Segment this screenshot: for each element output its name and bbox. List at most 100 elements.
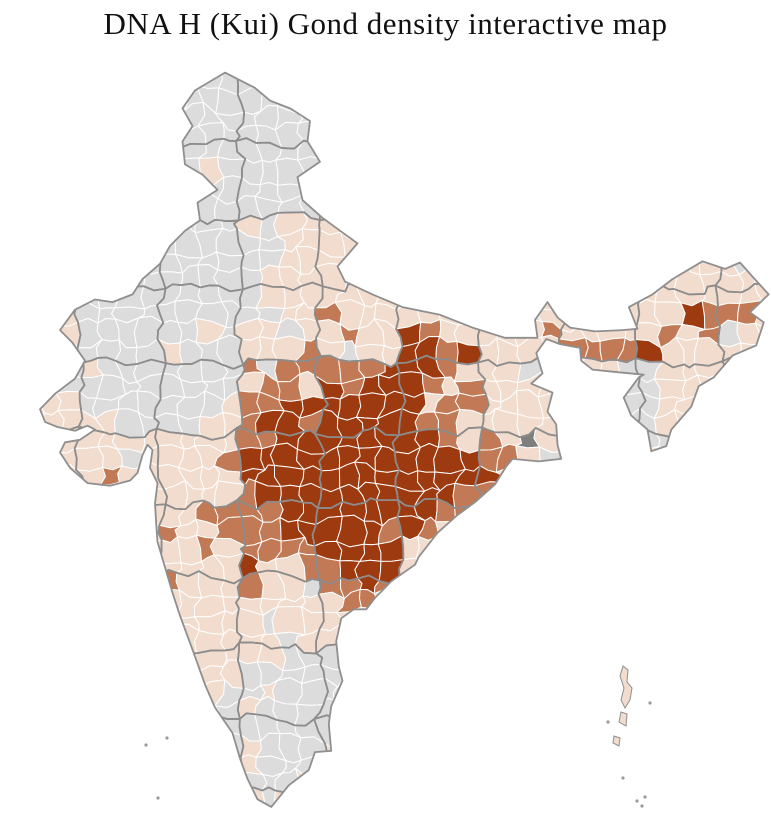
- district[interactable]: [133, 804, 165, 813]
- district[interactable]: [40, 793, 65, 810]
- district[interactable]: [63, 806, 80, 813]
- district[interactable]: [220, 803, 244, 813]
- district[interactable]: [434, 767, 463, 800]
- district[interactable]: [738, 461, 767, 488]
- district[interactable]: [0, 322, 25, 346]
- district[interactable]: [123, 266, 146, 288]
- district[interactable]: [199, 758, 220, 779]
- district[interactable]: [15, 731, 44, 761]
- district[interactable]: [600, 53, 624, 78]
- district[interactable]: [718, 647, 742, 668]
- district[interactable]: [414, 50, 442, 79]
- district[interactable]: [120, 540, 144, 560]
- district[interactable]: [401, 77, 420, 95]
- district[interactable]: [561, 106, 588, 129]
- district[interactable]: [96, 722, 122, 743]
- district[interactable]: [717, 623, 745, 652]
- district[interactable]: [600, 697, 618, 724]
- district[interactable]: [38, 317, 63, 345]
- district[interactable]: [156, 105, 185, 130]
- district[interactable]: [375, 119, 403, 149]
- district[interactable]: [33, 506, 65, 527]
- district[interactable]: [761, 451, 771, 470]
- district[interactable]: [58, 746, 81, 778]
- district[interactable]: [479, 55, 504, 77]
- district[interactable]: [77, 515, 99, 540]
- district[interactable]: [0, 192, 16, 222]
- district[interactable]: [18, 700, 39, 721]
- district[interactable]: [96, 787, 123, 813]
- district[interactable]: [499, 572, 526, 602]
- district[interactable]: [753, 608, 771, 634]
- district[interactable]: [114, 643, 144, 670]
- district[interactable]: [75, 608, 105, 633]
- district[interactable]: [676, 484, 704, 507]
- district[interactable]: [116, 572, 144, 600]
- district[interactable]: [317, 178, 348, 203]
- district[interactable]: [738, 178, 762, 202]
- district[interactable]: [395, 250, 425, 273]
- district[interactable]: [577, 627, 596, 647]
- district[interactable]: [599, 678, 620, 706]
- district[interactable]: [317, 120, 347, 143]
- district[interactable]: [598, 157, 624, 187]
- district[interactable]: [496, 696, 518, 722]
- district[interactable]: [723, 81, 738, 113]
- district[interactable]: [440, 210, 466, 239]
- district[interactable]: [537, 573, 559, 599]
- district[interactable]: [79, 146, 101, 164]
- district[interactable]: [458, 228, 483, 253]
- district[interactable]: [454, 804, 477, 813]
- district[interactable]: [734, 234, 761, 259]
- district[interactable]: [659, 538, 685, 563]
- district[interactable]: [500, 213, 517, 238]
- district[interactable]: [499, 803, 525, 813]
- district[interactable]: [280, 805, 306, 813]
- district[interactable]: [674, 409, 706, 440]
- district[interactable]: [575, 558, 602, 583]
- district[interactable]: [272, 677, 303, 705]
- district[interactable]: [515, 661, 546, 688]
- district[interactable]: [36, 609, 64, 636]
- district[interactable]: [540, 733, 565, 763]
- district[interactable]: [674, 67, 701, 90]
- district[interactable]: [297, 72, 317, 94]
- district[interactable]: [676, 732, 704, 762]
- district[interactable]: [474, 177, 501, 204]
- district[interactable]: [373, 588, 399, 617]
- district[interactable]: [493, 87, 520, 111]
- district[interactable]: [758, 501, 771, 528]
- district[interactable]: [498, 163, 526, 182]
- district[interactable]: [636, 730, 658, 759]
- district[interactable]: [395, 138, 425, 166]
- district[interactable]: [134, 768, 162, 790]
- district[interactable]: [493, 267, 521, 291]
- district[interactable]: [35, 123, 67, 149]
- district[interactable]: [651, 610, 683, 633]
- district[interactable]: [711, 696, 743, 723]
- district[interactable]: [564, 70, 581, 99]
- district[interactable]: [765, 808, 771, 813]
- district[interactable]: [553, 178, 587, 200]
- district[interactable]: [374, 83, 404, 112]
- district[interactable]: [174, 787, 196, 813]
- district[interactable]: [375, 696, 403, 722]
- district[interactable]: [742, 196, 763, 222]
- district[interactable]: [335, 804, 366, 813]
- district[interactable]: [422, 159, 444, 183]
- district[interactable]: [20, 49, 42, 76]
- district[interactable]: [501, 729, 526, 757]
- district[interactable]: [96, 143, 122, 164]
- district[interactable]: [677, 700, 706, 719]
- district[interactable]: [375, 752, 402, 779]
- district[interactable]: [717, 610, 745, 633]
- district[interactable]: [477, 593, 501, 615]
- district[interactable]: [502, 123, 522, 144]
- district[interactable]: [19, 525, 42, 544]
- district[interactable]: [361, 627, 380, 654]
- district[interactable]: [359, 661, 381, 689]
- district[interactable]: [593, 391, 623, 416]
- district[interactable]: [151, 666, 186, 690]
- district[interactable]: [435, 267, 465, 291]
- district[interactable]: [476, 696, 505, 720]
